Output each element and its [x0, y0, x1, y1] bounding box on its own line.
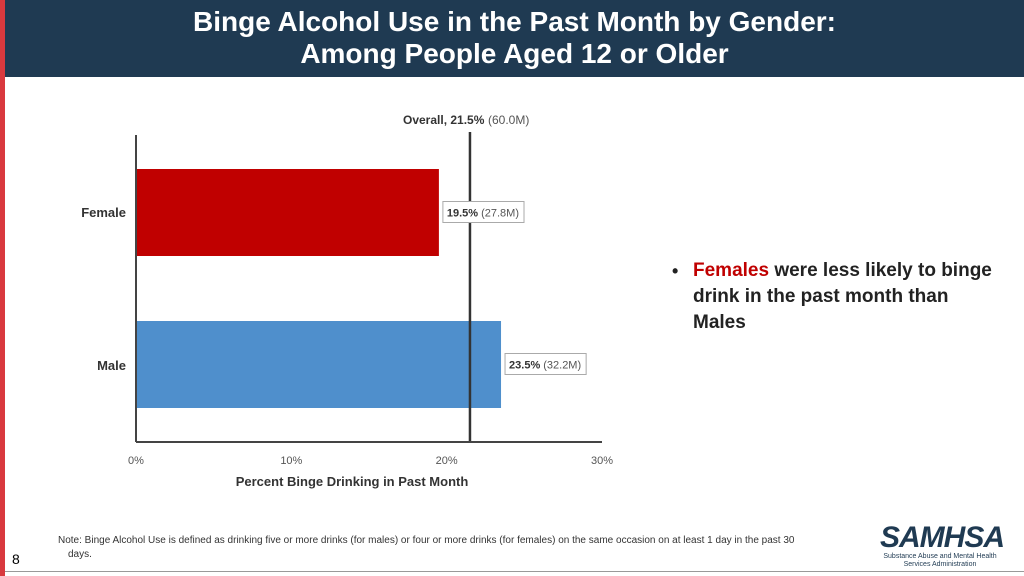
overall-label-count: (60.0M)	[488, 113, 529, 127]
logo-subtitle-1: Substance Abuse and Mental Health	[883, 553, 997, 560]
category-label-female: Female	[81, 205, 126, 220]
bar-male	[136, 321, 502, 408]
bar-female	[136, 169, 439, 256]
footnote: Note: Binge Alcohol Use is defined as dr…	[58, 534, 848, 562]
bullet-text: Females were less likely to binge drink …	[693, 258, 1002, 336]
page-number: 8	[12, 551, 20, 567]
data-label-female-count: (27.8M)	[481, 208, 519, 220]
slide-title-line1: Binge Alcohol Use in the Past Month by G…	[192, 6, 836, 37]
x-tick-label: 30%	[591, 455, 613, 467]
x-axis-title: Percent Binge Drinking in Past Month	[236, 474, 469, 489]
slide-title-line2: Among People Aged 12 or Older	[300, 38, 729, 69]
data-label-box-female	[442, 201, 525, 223]
bullet-highlight: Females	[693, 260, 770, 281]
x-tick-label: 0%	[128, 455, 144, 467]
bullet-dot-icon: •	[672, 261, 679, 281]
data-label-male-count: (32.2M)	[543, 360, 581, 372]
data-label-female-pct: 19.5%	[447, 208, 478, 220]
data-label-box-male	[504, 353, 587, 375]
x-tick-label: 10%	[280, 455, 302, 467]
bar-chart: Overall, 21.5% (60.0M) Female Male 19.5%…	[81, 113, 613, 489]
samhsa-logo: SAMHSA Substance Abuse and Mental Health…	[880, 521, 1005, 569]
accent-stripe	[0, 0, 5, 576]
bullet-rest: were less likely to binge drink in the p…	[693, 260, 992, 333]
slide-header: Binge Alcohol Use in the Past Month by G…	[5, 0, 1024, 77]
overall-label-pct: Overall, 21.5%	[403, 113, 485, 127]
logo-subtitle-2: Services Administration	[903, 561, 977, 568]
category-label-male: Male	[97, 358, 126, 373]
data-label-male-pct: 23.5%	[509, 360, 540, 372]
logo-text: SAMHSA	[880, 521, 1005, 554]
footer-divider	[5, 571, 1024, 572]
x-tick-label: 20%	[436, 455, 458, 467]
key-finding-bullet: • Females were less likely to binge drin…	[672, 258, 1002, 336]
footnote-text: Note: Binge Alcohol Use is defined as dr…	[58, 535, 795, 546]
footnote-text-cont: days.	[68, 549, 92, 560]
